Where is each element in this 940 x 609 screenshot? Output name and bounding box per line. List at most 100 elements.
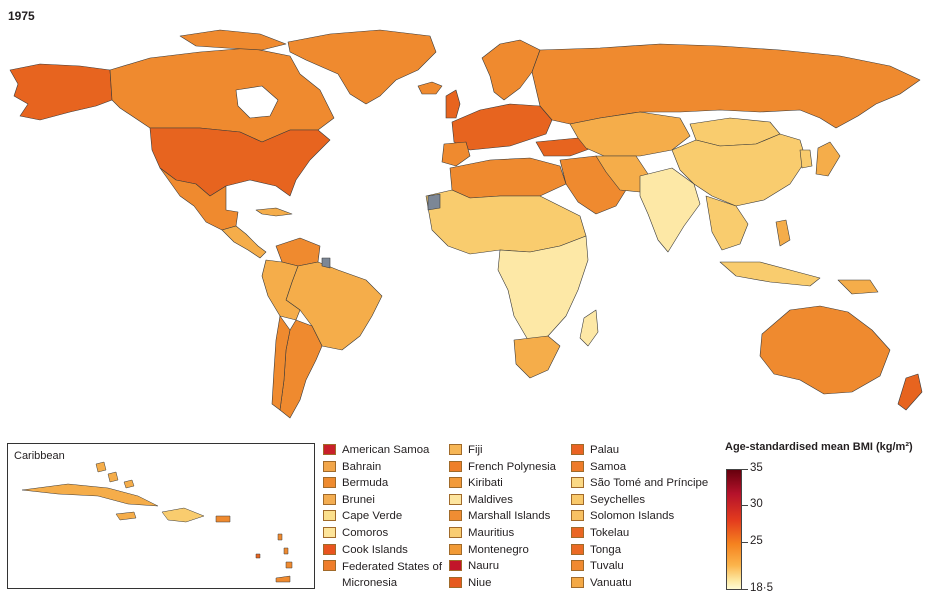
legend-swatch xyxy=(323,526,336,538)
legend-item: Fiji xyxy=(449,443,556,460)
inset-bahamas xyxy=(95,461,135,489)
legend-swatch xyxy=(571,493,584,505)
legend-swatch xyxy=(323,543,336,555)
legend-item: Montenegro xyxy=(449,543,556,560)
legend-swatch xyxy=(449,444,462,455)
legend-swatch xyxy=(449,560,462,572)
legend-item: Marshall Islands xyxy=(449,509,556,526)
colorbar-tick-label: 30 xyxy=(750,498,763,511)
legend-label: Solomon Islands xyxy=(590,510,675,523)
legend-column-3: Palau Samoa São Tomé and Príncipe Seyche… xyxy=(571,443,708,592)
legend-label: Brunei xyxy=(342,493,375,506)
legend-item: Brunei xyxy=(323,493,462,510)
colorbar-tick-label: 18·5 xyxy=(750,582,774,594)
colorbar-title: Age-standardised mean BMI (kg/m²) xyxy=(725,441,913,453)
legend-label: French Polynesia xyxy=(468,460,557,473)
legend-item: Samoa xyxy=(571,460,708,477)
greenland-region xyxy=(287,29,437,105)
legend-label: Palau xyxy=(590,444,620,456)
legend-label: Marshall Islands xyxy=(468,510,551,523)
central-america-region xyxy=(221,225,267,259)
legend-swatch xyxy=(449,543,462,555)
mexico-region xyxy=(159,167,239,231)
madagascar-region xyxy=(579,309,599,347)
cuba-region xyxy=(255,207,293,217)
andes-region xyxy=(261,259,301,321)
legend-label: Montenegro xyxy=(468,543,529,556)
inset-puerto-rico xyxy=(215,515,231,523)
chile-region xyxy=(271,315,291,411)
colorbar-tick-label: 35 xyxy=(750,462,763,474)
turkey-region xyxy=(535,137,593,157)
legend-label: Tuvalu xyxy=(590,560,624,573)
legend-label: São Tomé and Príncipe xyxy=(590,477,709,490)
legend-label: Fiji xyxy=(468,444,483,456)
legend-swatch xyxy=(571,460,584,472)
philippines-region xyxy=(775,219,791,247)
central-africa-region xyxy=(497,235,589,341)
colorbar-tick xyxy=(742,589,748,590)
legend-label: Mauritius xyxy=(468,526,515,539)
legend-item: Cook Islands xyxy=(323,543,462,560)
legend-swatch xyxy=(323,477,336,489)
legend-item: Federated States of Micronesia xyxy=(323,559,462,593)
western-sahara-no-data xyxy=(427,193,441,211)
new-zealand-region xyxy=(897,373,923,411)
uk-region xyxy=(445,89,461,119)
japan-region xyxy=(815,141,841,177)
legend-item: Seychelles xyxy=(571,493,708,510)
legend-label: Tonga xyxy=(590,543,622,556)
hudson-bay-water xyxy=(235,85,279,119)
legend-swatch xyxy=(323,460,336,472)
legend-item: Niue xyxy=(449,576,556,593)
caribbean-inset: Caribbean xyxy=(7,443,315,589)
north-africa-region xyxy=(449,157,567,199)
caribbean-inset-map xyxy=(21,461,293,583)
legend-swatch xyxy=(571,560,584,572)
caribbean-inset-title: Caribbean xyxy=(14,450,65,462)
legend-swatch xyxy=(571,576,584,588)
legend-item: Cape Verde xyxy=(323,509,462,526)
colorbar-tick xyxy=(742,505,748,507)
south-africa-region xyxy=(513,335,561,379)
se-asia-region xyxy=(705,195,749,251)
legend-label: Federated States of Micronesia xyxy=(342,561,443,590)
legend-swatch xyxy=(449,510,462,522)
legend-item: Palau xyxy=(571,443,708,460)
colorbar-gradient xyxy=(726,469,742,590)
legend-label: Bermuda xyxy=(342,477,389,490)
world-choropleth-map xyxy=(9,29,923,419)
legend-item: Vanuatu xyxy=(571,576,708,593)
legend-label: Maldives xyxy=(468,493,513,506)
legend-item: French Polynesia xyxy=(449,460,556,477)
legend-swatch xyxy=(323,560,336,572)
legend-swatch xyxy=(449,576,462,588)
legend-swatch xyxy=(571,477,584,489)
legend-label: Cape Verde xyxy=(342,510,403,523)
legend-label: Vanuatu xyxy=(590,576,632,589)
legend-item: Solomon Islands xyxy=(571,509,708,526)
map-year-label: 1975 xyxy=(8,9,35,23)
colorbar-tick-label: 25 xyxy=(750,534,763,547)
india-region xyxy=(639,167,701,253)
scandinavia-region xyxy=(481,39,541,101)
legend-label: Nauru xyxy=(468,560,500,573)
legend-swatch xyxy=(323,493,336,505)
legend-swatch xyxy=(571,543,584,555)
legend-swatch xyxy=(571,526,584,538)
legend-swatch xyxy=(449,477,462,489)
inset-lesser-antilles xyxy=(275,533,293,583)
inset-cuba xyxy=(21,483,159,507)
korea-region xyxy=(799,149,813,169)
canada-islands-region xyxy=(179,29,287,51)
legend-swatch xyxy=(323,510,336,522)
legend-item: São Tomé and Príncipe xyxy=(571,476,708,493)
legend-swatch xyxy=(571,510,584,522)
legend-item: Maldives xyxy=(449,493,556,510)
russia-region xyxy=(531,43,921,129)
legend-item: American Samoa xyxy=(323,443,462,460)
legend-swatch xyxy=(571,444,584,455)
legend-item: Bahrain xyxy=(323,460,462,477)
guiana-no-data xyxy=(321,257,331,269)
legend-swatch xyxy=(449,526,462,538)
